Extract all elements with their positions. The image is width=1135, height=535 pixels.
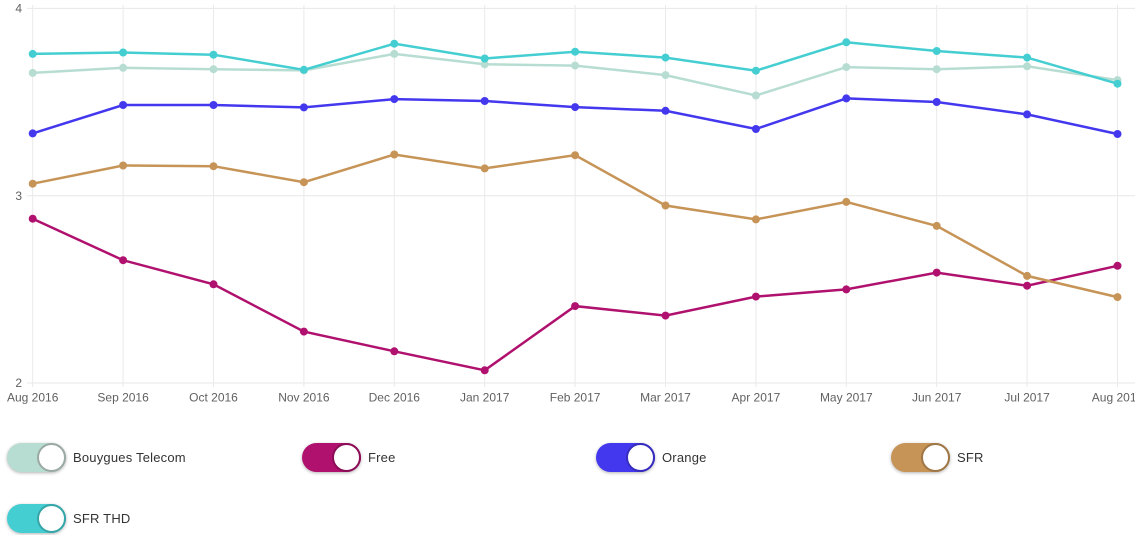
svg-text:Nov 2016: Nov 2016 [278, 391, 330, 405]
svg-text:Dec 2016: Dec 2016 [369, 391, 421, 405]
svg-text:Jun 2017: Jun 2017 [912, 391, 962, 405]
svg-text:Aug 2017: Aug 2017 [1092, 391, 1135, 405]
svg-text:Sep 2016: Sep 2016 [97, 391, 149, 405]
svg-text:Jan 2017: Jan 2017 [460, 391, 510, 405]
svg-text:Mar 2017: Mar 2017 [640, 391, 691, 405]
svg-text:May 2017: May 2017 [820, 391, 873, 405]
svg-text:Aug 2016: Aug 2016 [7, 391, 59, 405]
svg-text:4: 4 [15, 1, 22, 15]
svg-text:2: 2 [15, 376, 22, 390]
svg-text:Feb 2017: Feb 2017 [550, 391, 601, 405]
svg-text:3: 3 [15, 189, 22, 203]
svg-text:Jul 2017: Jul 2017 [1004, 391, 1050, 405]
svg-text:Oct 2016: Oct 2016 [189, 391, 238, 405]
svg-text:Apr 2017: Apr 2017 [732, 391, 781, 405]
